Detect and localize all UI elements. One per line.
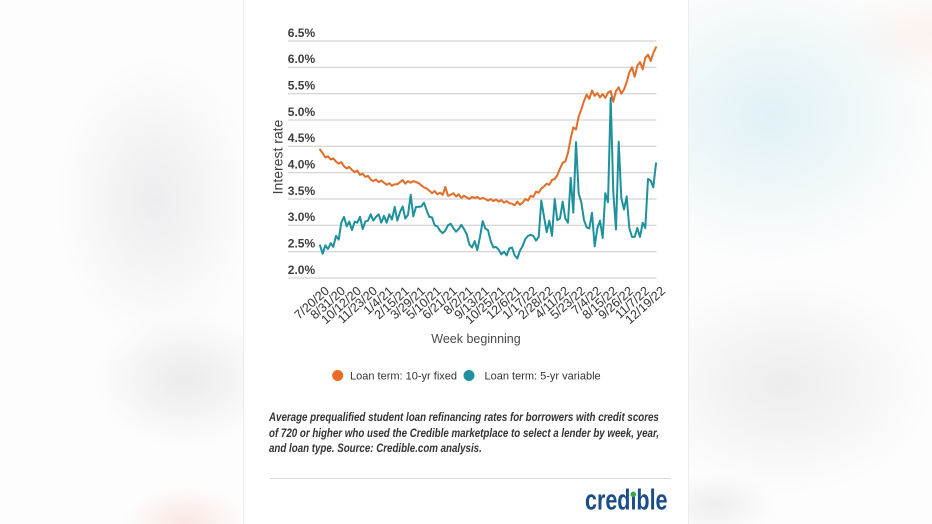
svg-text:4.0%: 4.0%: [288, 158, 316, 172]
svg-text:6.0%: 6.0%: [288, 52, 316, 66]
svg-text:Loan term: 5-yr variable: Loan term: 5-yr variable: [485, 371, 601, 383]
svg-text:Week beginning: Week beginning: [431, 332, 520, 346]
svg-text:6.5%: 6.5%: [288, 26, 316, 40]
svg-text:3.0%: 3.0%: [288, 210, 316, 224]
svg-text:5.0%: 5.0%: [288, 105, 316, 119]
svg-text:credıble: credıble: [585, 485, 668, 517]
svg-text:2.0%: 2.0%: [288, 263, 316, 277]
svg-text:4.5%: 4.5%: [288, 131, 316, 145]
svg-text:Interest rate: Interest rate: [270, 119, 286, 194]
svg-text:5.5%: 5.5%: [288, 79, 316, 93]
svg-text:3.5%: 3.5%: [288, 184, 316, 198]
svg-text:2.5%: 2.5%: [288, 237, 316, 251]
svg-text:Loan term: 10-yr fixed: Loan term: 10-yr fixed: [350, 371, 457, 383]
